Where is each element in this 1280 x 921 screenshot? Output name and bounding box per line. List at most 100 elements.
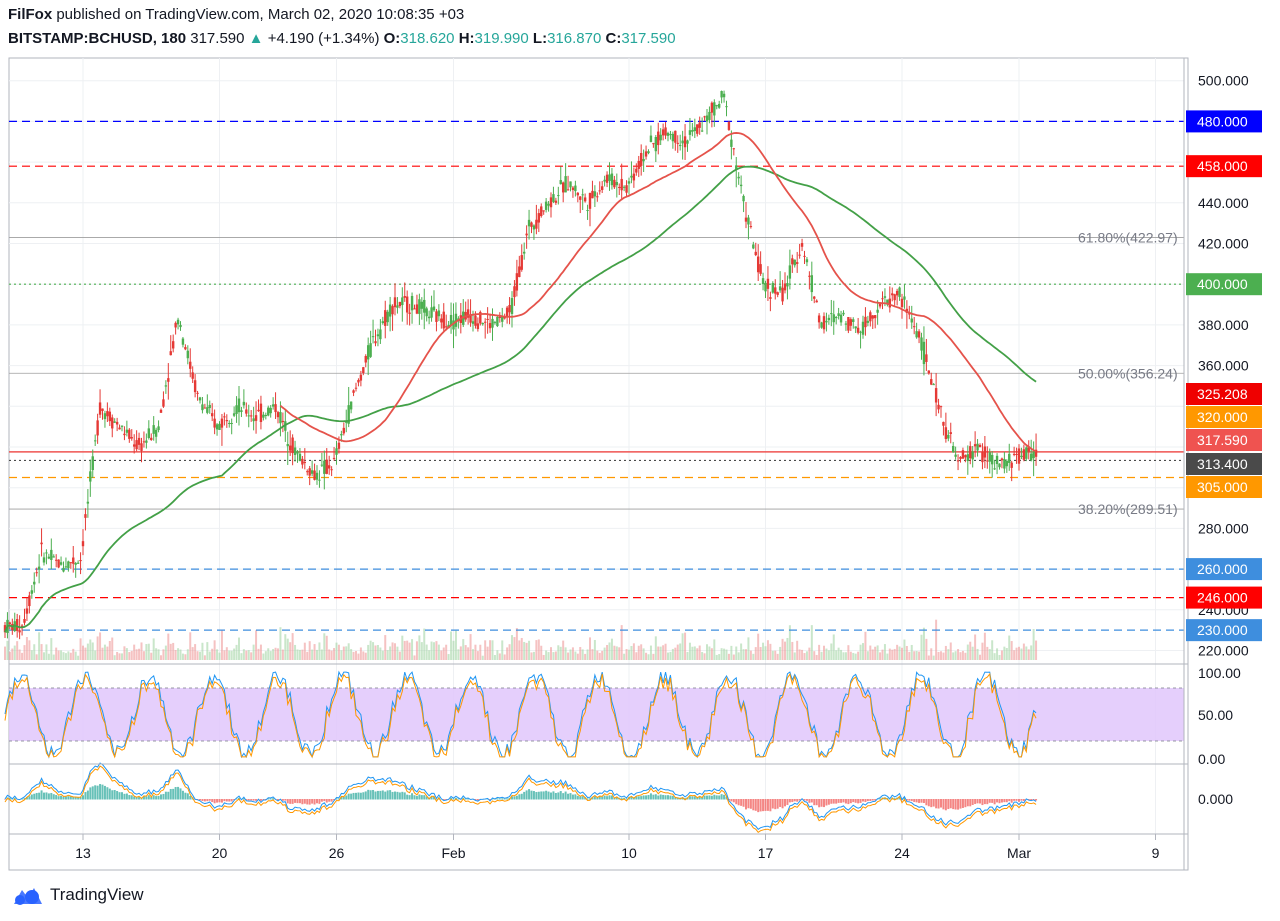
- volume-bar: [474, 644, 477, 660]
- volume-bar: [1032, 629, 1035, 660]
- macd-hist-bar: [693, 796, 696, 800]
- macd-hist-bar: [730, 799, 733, 802]
- macd-hist-bar: [874, 799, 877, 801]
- volume-bar: [788, 625, 791, 660]
- macd-hist-bar: [981, 799, 984, 806]
- candle-body: [781, 287, 784, 302]
- volume-bar: [715, 654, 718, 660]
- volume-bar: [328, 649, 331, 660]
- volume-bar: [593, 639, 596, 660]
- macd-hist-bar: [825, 799, 828, 806]
- candle-body: [903, 296, 906, 300]
- candle-body: [396, 305, 399, 308]
- macd-hist-bar: [367, 789, 370, 800]
- volume-bar: [213, 640, 216, 660]
- macd-hist-bar: [389, 790, 392, 800]
- volume-bar: [876, 645, 879, 660]
- candle-body: [817, 315, 821, 323]
- candle-body: [157, 426, 160, 431]
- volume-bar: [428, 650, 431, 660]
- candle-body: [52, 556, 55, 558]
- volume-bar: [408, 642, 411, 660]
- candle-body: [525, 233, 528, 236]
- macd-panel: [4, 762, 1038, 834]
- macd-hist-bar: [630, 796, 633, 800]
- volume-bar: [920, 634, 923, 660]
- open-label: O:: [383, 30, 401, 47]
- macd-hist-bar: [320, 799, 323, 802]
- macd-hist-bar: [513, 796, 516, 800]
- candle-body: [993, 468, 996, 470]
- macd-hist-bar: [640, 796, 643, 800]
- volume-bar: [752, 653, 755, 660]
- macd-hist-bar: [537, 791, 540, 800]
- time-scale[interactable]: 13 20 26 Feb 10 17 24 Mar 9: [75, 834, 1160, 861]
- candle-body: [269, 407, 272, 414]
- tradingview-logo[interactable]: TradingView: [10, 884, 144, 906]
- candle-body: [108, 411, 112, 422]
- macd-hist-bar: [922, 799, 925, 804]
- candle-body: [47, 556, 51, 559]
- macd-hist-bar: [567, 793, 570, 800]
- volume-bar: [269, 651, 272, 660]
- candle-body: [42, 557, 46, 563]
- candle-body: [254, 415, 258, 421]
- macd-hist-bar: [645, 795, 648, 800]
- price-scale[interactable]: 500.000 440.000 420.000 380.000 360.000 280.0…: [1186, 73, 1262, 807]
- candle-body: [145, 440, 148, 443]
- candle-body: [142, 441, 146, 443]
- macd-hist-bar: [442, 799, 445, 801]
- candle-body: [864, 316, 867, 328]
- volume-bar: [759, 647, 762, 660]
- macd-hist-bar: [25, 797, 28, 800]
- macd-hist-bar: [986, 799, 989, 805]
- symbol-label[interactable]: BITSTAMP:BCHUSD, 180: [8, 30, 187, 47]
- volume-bar: [174, 649, 177, 660]
- volume-bar: [147, 643, 150, 660]
- macd-hist-bar: [476, 799, 479, 801]
- candle-body: [754, 251, 757, 256]
- candle-body: [900, 298, 904, 308]
- candle-body: [774, 287, 777, 294]
- volume-bar: [742, 649, 745, 660]
- macd-hist-bar: [313, 799, 316, 805]
- macd-hist-bar: [752, 799, 755, 811]
- candle-body: [466, 309, 470, 318]
- volume-bar: [367, 644, 370, 660]
- stoch-band: [9, 688, 1184, 741]
- candle-body: [808, 275, 811, 277]
- candle-body: [598, 190, 601, 192]
- volume-bar: [642, 648, 645, 660]
- candle-body: [357, 380, 360, 383]
- candle-body: [730, 139, 733, 147]
- candle-body: [271, 404, 275, 407]
- macd-hist-bar: [1003, 799, 1006, 803]
- author-name[interactable]: FilFox: [8, 6, 53, 23]
- volume-bar: [801, 649, 804, 660]
- candle-body: [842, 312, 845, 315]
- macd-hist-bar: [228, 799, 231, 802]
- candle-body: [937, 404, 940, 410]
- macd-hist-bar: [535, 792, 538, 800]
- macd-hist-bar: [1018, 799, 1020, 802]
- volume-bar: [384, 635, 387, 660]
- volume-bar: [43, 652, 45, 660]
- macd-hist-bar: [381, 790, 384, 800]
- macd-hist-bar: [598, 796, 601, 800]
- candle-body: [873, 315, 877, 319]
- volume-bar: [667, 652, 669, 660]
- horizontal-levels: [9, 120, 1184, 631]
- volume-bar: [723, 648, 726, 660]
- candle-body: [218, 423, 221, 430]
- candle-body: [79, 560, 82, 562]
- macd-hist-bar: [898, 796, 901, 800]
- time-tick: 10: [621, 845, 637, 861]
- candle-body: [722, 93, 726, 98]
- volume-bar: [491, 640, 494, 660]
- level-tag: [1186, 383, 1262, 405]
- volume-bar: [111, 637, 114, 660]
- volume-bar: [501, 640, 504, 660]
- macd-hist-bar: [43, 792, 45, 800]
- macd-hist-bar: [376, 790, 379, 800]
